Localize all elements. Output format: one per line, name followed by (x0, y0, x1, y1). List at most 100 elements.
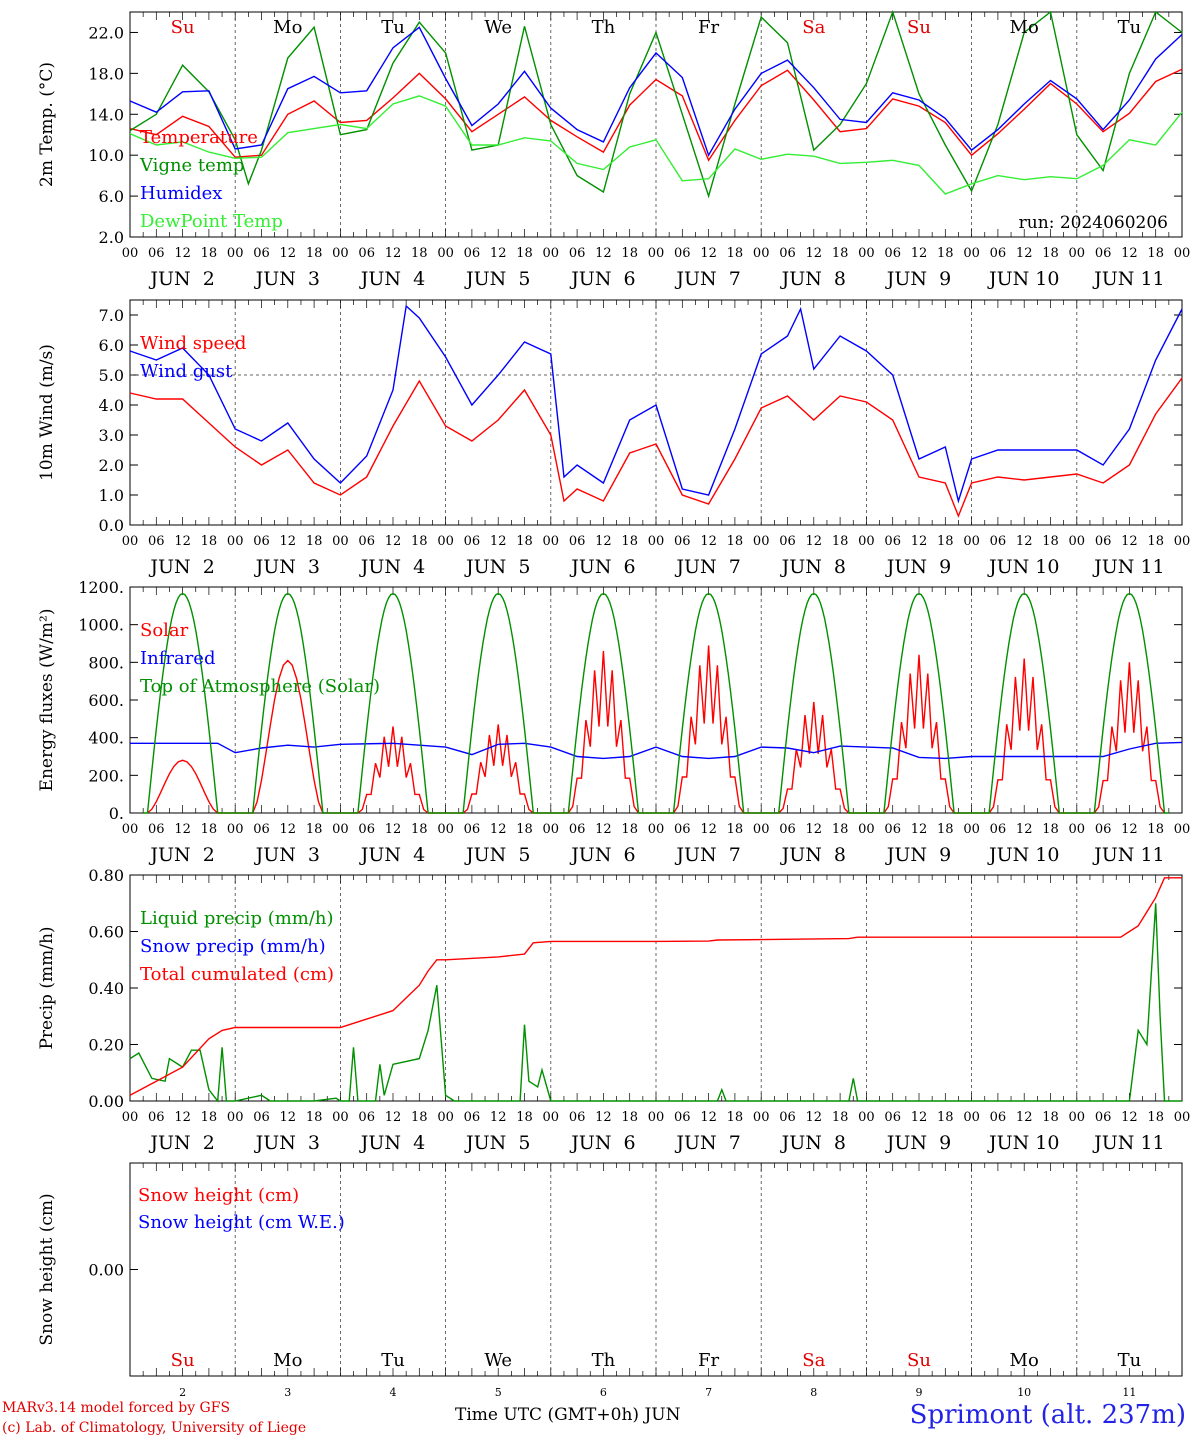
hour-tick-label: 18 (411, 822, 428, 837)
hour-tick-label: 06 (253, 822, 270, 837)
date-label: JUN 5 (464, 844, 530, 866)
date-label: JUN 9 (885, 268, 951, 290)
series-line (143, 592, 1169, 814)
hour-tick-label: 00 (332, 534, 349, 549)
date-label: JUN 6 (569, 844, 635, 866)
hour-tick-label: 06 (990, 246, 1007, 261)
weekday-label: Su (907, 1350, 931, 1371)
hour-tick-label: 06 (569, 534, 586, 549)
hour-tick-label: 06 (1095, 246, 1112, 261)
hour-tick-label: 00 (1069, 1110, 1086, 1125)
hour-tick-label: 00 (963, 534, 980, 549)
hour-tick-label: 18 (516, 246, 533, 261)
hour-tick-label: 18 (727, 1110, 744, 1125)
hour-tick-label: 06 (779, 246, 796, 261)
hour-tick-label: 06 (779, 822, 796, 837)
hour-tick-label: 00 (332, 822, 349, 837)
hour-tick-label: 00 (122, 534, 139, 549)
weekday-label: Mo (1010, 1350, 1039, 1371)
hour-tick-label: 12 (1121, 534, 1138, 549)
hour-tick-label: 00 (437, 534, 454, 549)
hour-tick-label: 18 (306, 534, 323, 549)
date-label: JUN 4 (359, 844, 425, 866)
weekday-label: Mo (1010, 17, 1039, 38)
hour-tick-label: 00 (227, 1110, 244, 1125)
weekday-label: Mo (273, 17, 302, 38)
y-tick-label: 7.0 (99, 306, 124, 325)
date-label: JUN 11 (1092, 844, 1164, 866)
hour-tick-label: 06 (148, 246, 165, 261)
y-tick-label: 14.0 (88, 105, 124, 124)
y-tick-label: 6.0 (99, 336, 124, 355)
hour-tick-label: 18 (201, 246, 218, 261)
hour-tick-label: 06 (674, 534, 691, 549)
hour-tick-label: 18 (411, 1110, 428, 1125)
hour-tick-label: 00 (963, 1110, 980, 1125)
day-number: 6 (600, 1386, 607, 1399)
date-label: JUN 3 (254, 844, 320, 866)
hour-tick-label: 06 (779, 1110, 796, 1125)
hour-tick-label: 06 (464, 534, 481, 549)
hour-tick-label: 06 (674, 246, 691, 261)
y-tick-label: 1.0 (99, 486, 124, 505)
hour-tick-label: 06 (358, 534, 375, 549)
y-tick-label: 0.0 (99, 516, 124, 535)
day-number: 7 (705, 1386, 712, 1399)
hour-tick-label: 12 (595, 822, 612, 837)
legend-entry: Wind speed (140, 333, 246, 354)
hour-tick-label: 18 (306, 246, 323, 261)
hour-tick-label: 18 (1042, 534, 1059, 549)
hour-tick-label: 00 (122, 822, 139, 837)
hour-tick-label: 12 (1121, 822, 1138, 837)
y-tick-label: 1000. (78, 616, 124, 635)
hour-tick-label: 18 (727, 822, 744, 837)
hour-tick-label: 12 (911, 1110, 928, 1125)
date-label: JUN 9 (885, 844, 951, 866)
hour-tick-label: 12 (280, 246, 297, 261)
hour-tick-label: 06 (148, 822, 165, 837)
date-label: JUN 3 (254, 1132, 320, 1154)
series-line (129, 95, 1183, 195)
hour-tick-label: 00 (1174, 534, 1191, 549)
hour-tick-label: 18 (621, 246, 638, 261)
date-label: JUN 8 (780, 268, 846, 290)
series-line (129, 903, 1182, 1103)
date-label: JUN 5 (464, 556, 530, 578)
y-axis-label: 10m Wind (m/s) (37, 344, 57, 481)
hour-tick-label: 18 (832, 246, 849, 261)
y-tick-label: 0. (109, 804, 124, 823)
date-label: JUN 3 (254, 556, 320, 578)
y-tick-label: 600. (88, 691, 124, 710)
y-tick-label: 4.0 (99, 396, 124, 415)
y-tick-label: 6.0 (99, 187, 124, 206)
hour-tick-label: 00 (227, 246, 244, 261)
date-label: JUN 9 (885, 1132, 951, 1154)
date-label: JUN 10 (987, 556, 1059, 578)
hour-tick-label: 12 (700, 1110, 717, 1125)
date-label: JUN 4 (359, 556, 425, 578)
lab-credit: (c) Lab. of Climatology, University of L… (2, 1420, 307, 1436)
hour-tick-label: 18 (1042, 1110, 1059, 1125)
hour-tick-label: 12 (595, 246, 612, 261)
date-label: JUN 6 (569, 1132, 635, 1154)
hour-tick-label: 06 (569, 1110, 586, 1125)
hour-tick-label: 06 (464, 246, 481, 261)
y-tick-label: 10.0 (88, 146, 124, 165)
hour-tick-label: 18 (937, 1110, 954, 1125)
hour-tick-label: 06 (884, 534, 901, 549)
y-tick-label: 200. (88, 766, 124, 785)
hour-tick-label: 18 (937, 246, 954, 261)
weekday-label: Mo (273, 1350, 302, 1371)
hour-tick-label: 06 (884, 822, 901, 837)
hour-tick-label: 00 (1174, 1110, 1191, 1125)
weekday-label: Sa (802, 1350, 825, 1371)
legend-entry: Solar (140, 620, 189, 641)
day-number: 8 (810, 1386, 817, 1399)
hour-tick-label: 00 (858, 534, 875, 549)
day-number: 9 (916, 1386, 923, 1399)
hour-tick-label: 00 (858, 1110, 875, 1125)
hour-tick-label: 06 (569, 822, 586, 837)
hour-tick-label: 00 (753, 1110, 770, 1125)
y-tick-label: 1200. (78, 578, 124, 597)
hour-tick-label: 06 (990, 534, 1007, 549)
